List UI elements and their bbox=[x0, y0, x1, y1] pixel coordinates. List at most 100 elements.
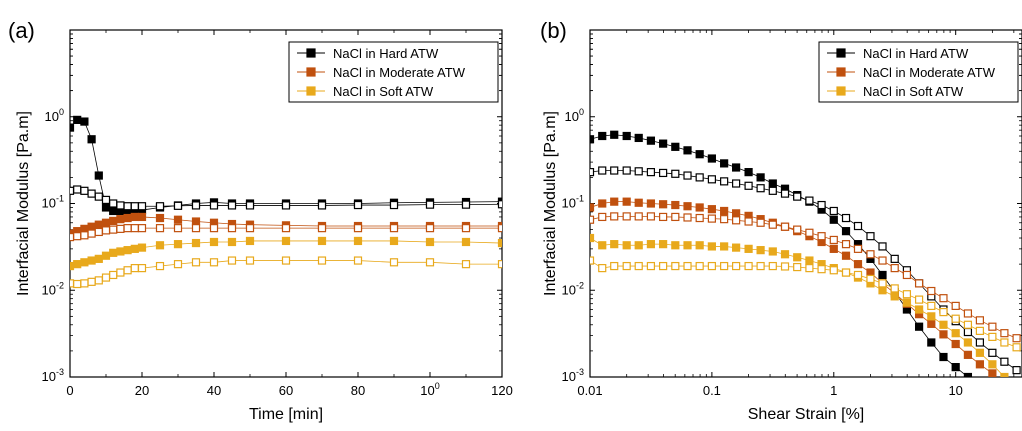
data-point bbox=[768, 179, 777, 188]
data-point bbox=[622, 166, 631, 175]
data-point bbox=[975, 338, 985, 347]
y-tick-label: 10-2 bbox=[562, 280, 584, 297]
data-point bbox=[209, 258, 219, 267]
y-axis-label: Interfacial Modulus [Pa.m] bbox=[15, 111, 32, 296]
legend-label: NaCl in Soft ATW bbox=[863, 84, 964, 99]
data-point bbox=[497, 200, 502, 209]
data-point bbox=[914, 295, 924, 304]
data-point bbox=[80, 117, 89, 126]
data-point bbox=[425, 200, 435, 209]
data-point bbox=[927, 312, 936, 321]
data-point bbox=[610, 261, 619, 271]
data-point bbox=[853, 244, 863, 253]
data-point bbox=[610, 130, 619, 139]
data-point bbox=[951, 301, 960, 310]
data-point bbox=[659, 240, 668, 249]
data-point bbox=[281, 256, 291, 265]
data-point bbox=[137, 212, 147, 222]
data-point bbox=[951, 329, 960, 338]
series-line bbox=[70, 119, 502, 212]
data-point bbox=[866, 250, 875, 259]
data-point bbox=[963, 327, 973, 337]
panel-label: (b) bbox=[540, 18, 567, 43]
data-point bbox=[130, 244, 139, 253]
data-point bbox=[70, 123, 75, 132]
data-point bbox=[927, 301, 936, 310]
data-point bbox=[695, 213, 704, 223]
data-point bbox=[389, 258, 399, 267]
data-point bbox=[101, 195, 111, 205]
data-point bbox=[116, 247, 125, 256]
data-point bbox=[988, 332, 997, 341]
data-point bbox=[744, 181, 753, 190]
data-point bbox=[598, 264, 607, 273]
data-point bbox=[281, 224, 291, 233]
data-point bbox=[720, 206, 729, 216]
data-point bbox=[101, 203, 111, 212]
data-point bbox=[101, 273, 111, 282]
data-point bbox=[610, 197, 619, 206]
data-point bbox=[756, 184, 765, 193]
plot-area bbox=[70, 115, 502, 289]
data-point bbox=[817, 265, 826, 274]
data-point bbox=[130, 224, 139, 233]
data-point bbox=[927, 319, 936, 328]
legend-marker bbox=[836, 86, 846, 96]
data-point bbox=[425, 224, 435, 233]
data-point bbox=[73, 279, 82, 289]
data-point bbox=[914, 305, 924, 314]
data-point bbox=[590, 135, 595, 144]
data-point bbox=[87, 189, 96, 198]
data-point bbox=[659, 261, 668, 271]
data-point bbox=[137, 202, 147, 211]
data-point bbox=[646, 212, 656, 221]
data-point bbox=[646, 168, 656, 177]
data-point bbox=[598, 212, 607, 222]
legend-label: NaCl in Moderate ATW bbox=[863, 65, 996, 80]
data-point bbox=[817, 200, 826, 210]
data-point bbox=[646, 240, 656, 249]
data-point bbox=[927, 286, 936, 296]
data-point bbox=[227, 201, 237, 210]
data-point bbox=[94, 227, 103, 237]
data-point bbox=[683, 241, 692, 250]
data-point bbox=[123, 224, 132, 233]
data-point bbox=[94, 220, 103, 229]
data-point bbox=[805, 228, 814, 237]
data-point bbox=[497, 260, 502, 269]
data-point bbox=[805, 264, 814, 273]
data-point bbox=[173, 260, 183, 269]
data-point bbox=[1012, 334, 1021, 343]
data-point bbox=[116, 268, 125, 277]
data-point bbox=[622, 241, 631, 250]
data-point bbox=[939, 330, 948, 339]
data-point bbox=[116, 201, 125, 210]
data-point bbox=[123, 246, 132, 255]
data-point bbox=[497, 224, 502, 233]
data-point bbox=[659, 200, 668, 209]
panel-a: 10-3 10-2 10-1 100 0 20 40 60 80 100 120 Time [min]… bbox=[8, 18, 513, 423]
data-point bbox=[646, 136, 656, 145]
x-tick-label: 10 bbox=[948, 383, 962, 398]
data-point bbox=[817, 232, 826, 241]
data-point bbox=[245, 256, 255, 265]
data-point bbox=[732, 243, 741, 252]
data-point bbox=[744, 261, 753, 271]
data-point bbox=[707, 261, 716, 271]
data-point bbox=[1000, 338, 1009, 347]
data-point bbox=[951, 339, 960, 349]
data-point bbox=[914, 279, 924, 288]
x-tick-label: 60 bbox=[279, 383, 293, 398]
legend-label: NaCl in Hard ATW bbox=[333, 46, 439, 61]
data-point bbox=[829, 206, 838, 216]
panel-b: 10-3 10-2 10-1 100 0.01 0.1 1 10 Shear Strain [%… bbox=[540, 18, 1022, 423]
data-point bbox=[634, 133, 643, 143]
data-point bbox=[634, 167, 643, 176]
data-point bbox=[720, 242, 729, 251]
data-point bbox=[975, 316, 985, 325]
data-point bbox=[461, 224, 471, 233]
data-point bbox=[461, 260, 471, 269]
data-point bbox=[975, 348, 985, 357]
data-point bbox=[720, 261, 729, 271]
data-point bbox=[927, 338, 936, 347]
